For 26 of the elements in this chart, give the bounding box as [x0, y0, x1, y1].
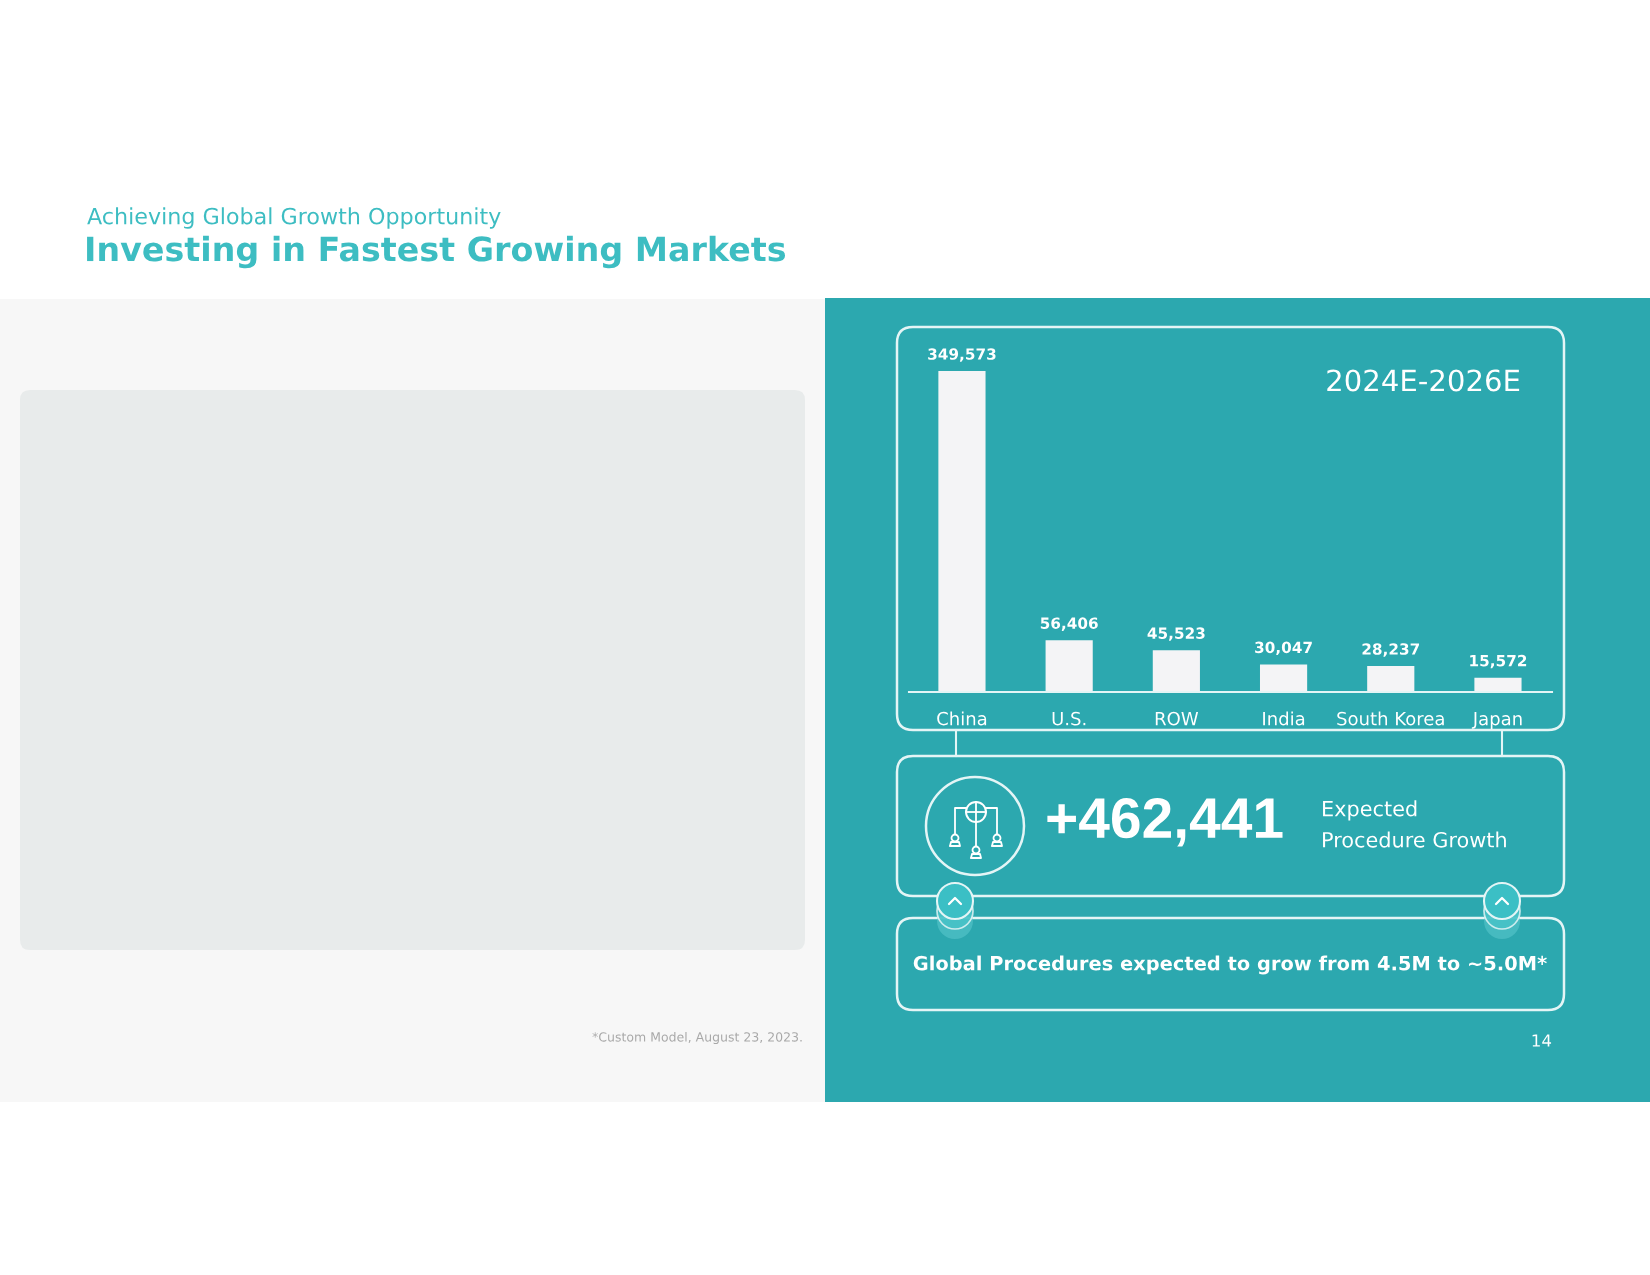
x-tick-label: ROW [1155, 711, 1199, 726]
bar [1152, 650, 1200, 692]
data-label: 349,573 [928, 348, 996, 362]
bar [1259, 664, 1308, 692]
bar [1045, 640, 1093, 692]
text: Investing in Fastest Growing Markets [87, 235, 786, 269]
annotation: 2024E-2026E [1327, 369, 1520, 392]
data-label: 15,572 [1470, 654, 1527, 669]
data-label: 56,406 [1040, 617, 1098, 631]
text: *Custom Model, August 23, 2023. [592, 1031, 802, 1045]
bar [938, 371, 986, 692]
x-tick-label: China [937, 711, 987, 726]
x-tick-label: India [1263, 711, 1305, 726]
data-label: 45,523 [1147, 627, 1205, 641]
text: +462,441 [1047, 797, 1283, 847]
data-label: 28,237 [1362, 643, 1420, 657]
x-tick-label: South Korea [1337, 711, 1444, 726]
text: Expected Procedure Growth [1323, 800, 1506, 848]
text: Global Procedures expected to grow from 4.5M to ~5.0M* [913, 955, 1547, 975]
text: Achieving Global Growth Opportunity [87, 207, 501, 229]
x-tick-label: Japan [1471, 712, 1522, 729]
bar [1474, 677, 1522, 692]
text: 14 [1532, 1034, 1552, 1047]
data-label: 30,047 [1255, 641, 1312, 656]
x-tick-label: U.S. [1052, 711, 1086, 726]
bar [1367, 666, 1415, 692]
